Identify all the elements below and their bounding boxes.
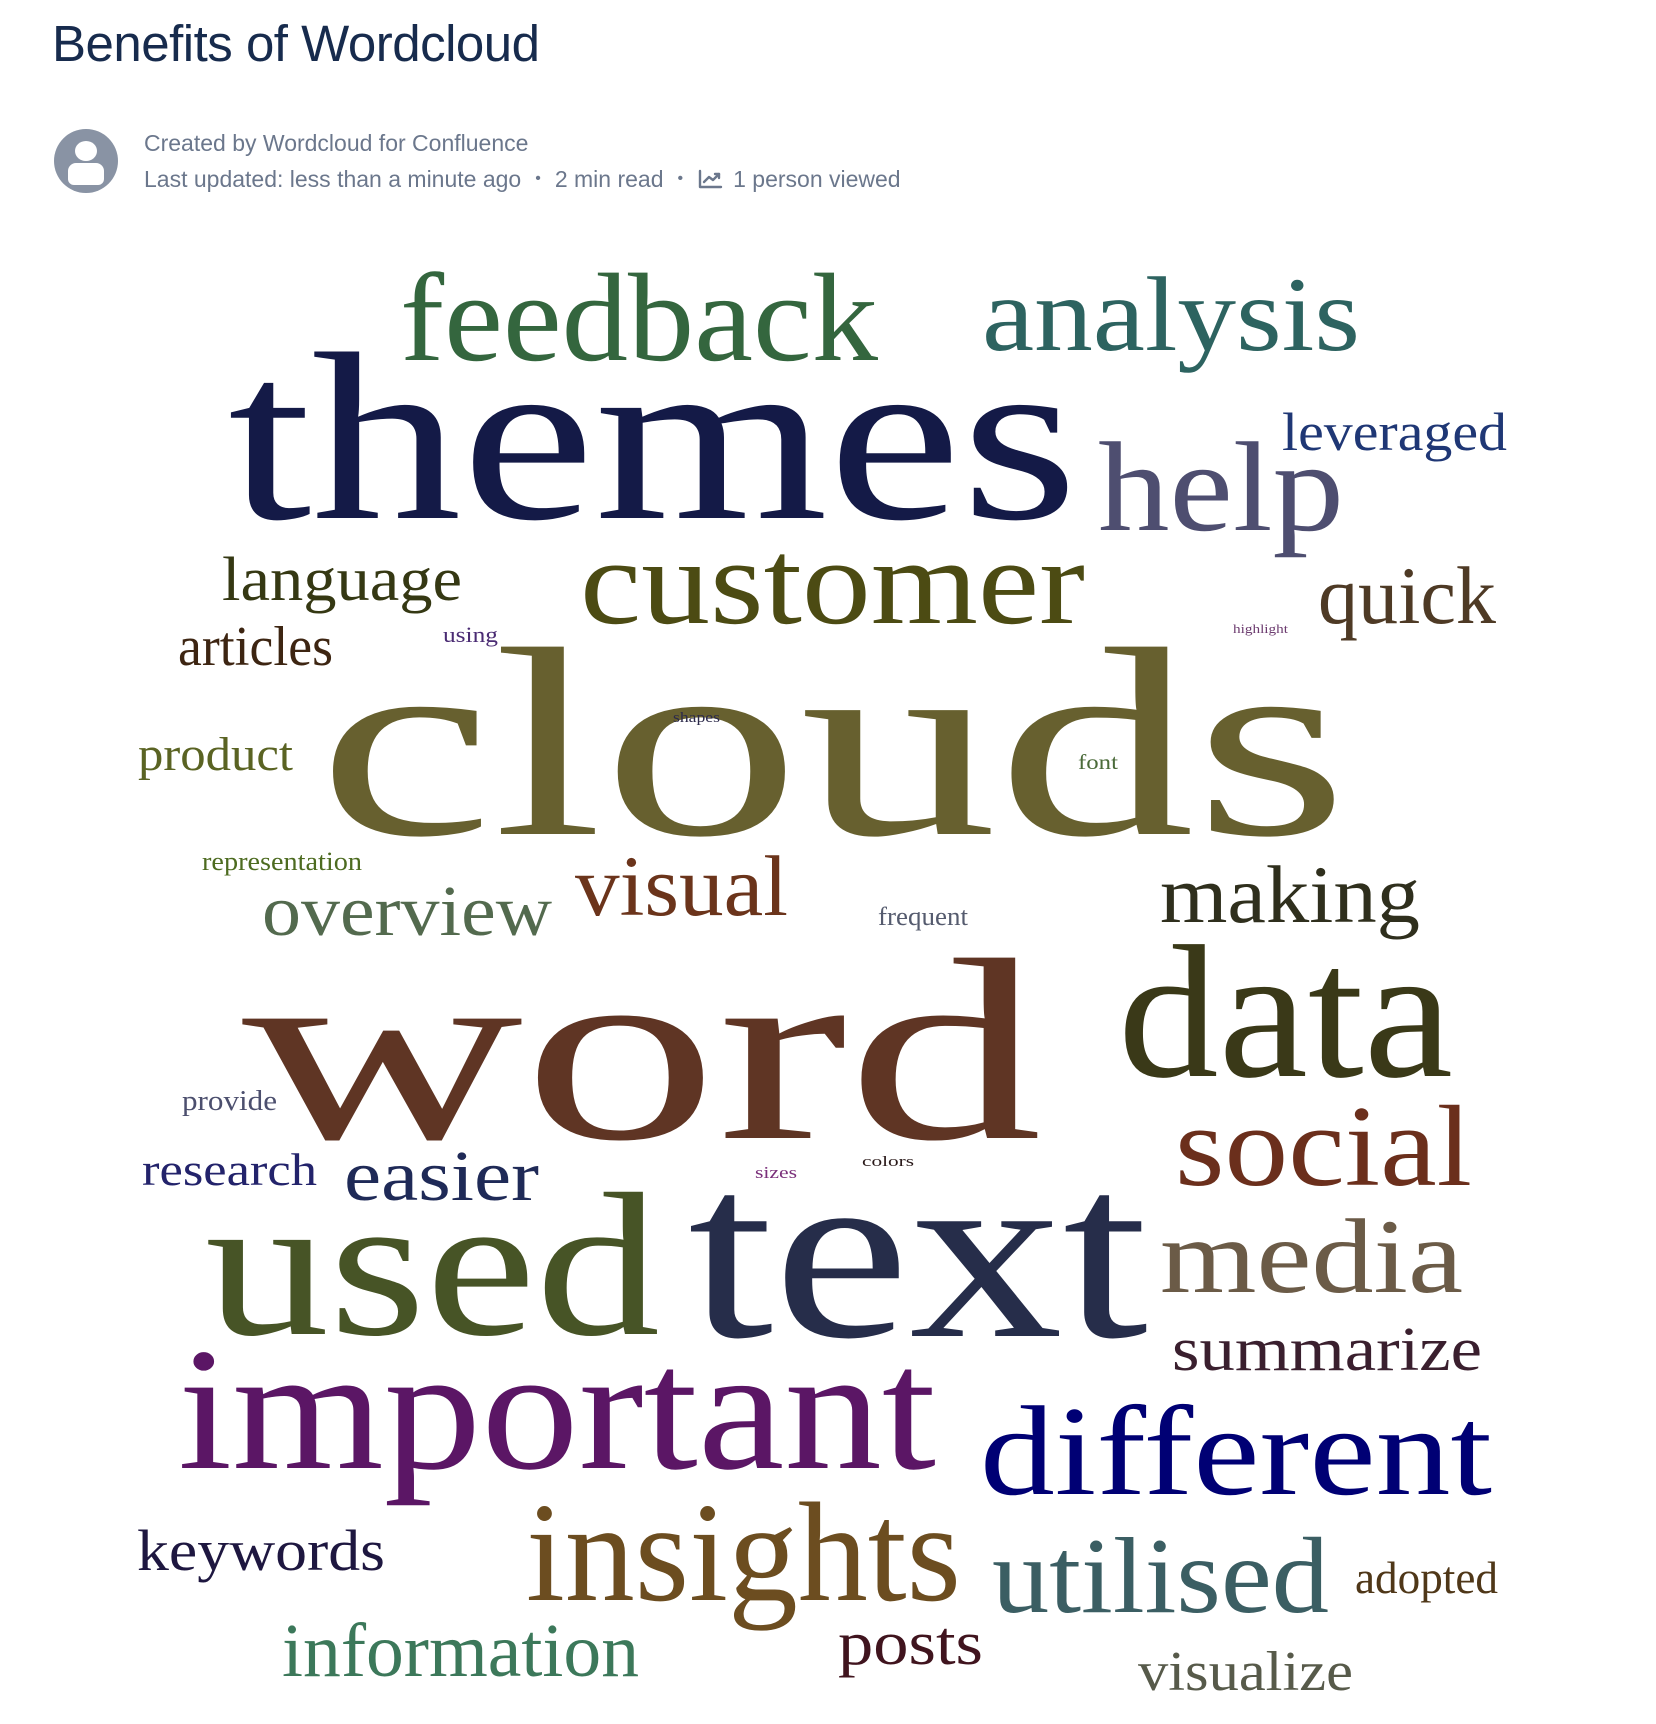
cloud-word-social: social xyxy=(1175,1083,1472,1211)
cloud-word-frequent: frequent xyxy=(878,902,969,931)
cloud-word-representation: representation xyxy=(202,847,362,876)
cloud-word-utilised: utilised xyxy=(992,1517,1329,1636)
cloud-word-text: text xyxy=(688,1114,1148,1391)
cloud-word-themes: themes xyxy=(228,304,1078,570)
cloud-word-visual: visual xyxy=(575,838,788,934)
cloud-word-visualize: visualize xyxy=(1138,1641,1353,1703)
cloud-word-font: font xyxy=(1078,750,1118,774)
cloud-word-word: word xyxy=(242,907,1042,1195)
page-views-link[interactable]: 1 person viewed xyxy=(697,161,901,197)
cloud-word-data: data xyxy=(1118,908,1453,1118)
cloud-word-keywords: keywords xyxy=(137,1518,385,1583)
page-title: Benefits of Wordcloud xyxy=(52,15,540,72)
default-avatar-icon[interactable] xyxy=(54,129,118,193)
cloud-word-overview: overview xyxy=(262,871,552,951)
cloud-word-feedback: feedback xyxy=(400,249,878,388)
cloud-word-different: different xyxy=(980,1380,1492,1522)
read-time-text: 2 min read xyxy=(554,166,664,192)
cloud-word-colors: colors xyxy=(862,1154,914,1170)
cloud-word-important: important xyxy=(178,1312,936,1506)
byline: Created by Wordcloud for Confluence Last… xyxy=(54,126,901,196)
cloud-word-media: media xyxy=(1160,1198,1463,1315)
cloud-word-quick: quick xyxy=(1318,550,1496,641)
cloud-word-product: product xyxy=(138,728,294,781)
cloud-word-easier: easier xyxy=(344,1136,539,1216)
cloud-word-information: information xyxy=(282,1609,639,1693)
cloud-word-summarize: summarize xyxy=(1172,1316,1482,1384)
cloud-word-clouds: clouds xyxy=(318,594,1348,893)
cloud-word-shapes: shapes xyxy=(673,710,720,726)
page-views-text: 1 person viewed xyxy=(733,166,901,192)
cloud-word-highlight: highlight xyxy=(1233,621,1288,636)
cloud-word-leveraged: leveraged xyxy=(1282,402,1507,462)
last-updated-text: Last updated: less than a minute ago xyxy=(144,166,522,192)
cloud-word-language: language xyxy=(222,546,462,614)
cloud-word-articles: articles xyxy=(178,616,333,678)
chart-line-icon xyxy=(698,169,723,189)
cloud-word-customer: customer xyxy=(580,515,1085,650)
page-metadata: Created by Wordcloud for Confluence Last… xyxy=(144,125,901,197)
cloud-word-adopted: adopted xyxy=(1355,1552,1498,1603)
cloud-word-posts: posts xyxy=(838,1610,983,1678)
cloud-word-insights: insights xyxy=(526,1473,961,1631)
cloud-word-research: research xyxy=(142,1144,317,1195)
separator-dot: • xyxy=(677,170,684,187)
cloud-word-provide: provide xyxy=(182,1086,277,1117)
cloud-word-help: help xyxy=(1098,416,1344,558)
cloud-word-making: making xyxy=(1160,849,1420,940)
cloud-word-analysis: analysis xyxy=(982,256,1360,373)
cloud-word-sizes: sizes xyxy=(755,1163,797,1182)
created-by-text: Created by Wordcloud for Confluence xyxy=(144,130,529,156)
separator-dot: • xyxy=(535,170,541,187)
cloud-word-used: used xyxy=(205,1152,660,1379)
cloud-word-using: using xyxy=(443,622,498,647)
